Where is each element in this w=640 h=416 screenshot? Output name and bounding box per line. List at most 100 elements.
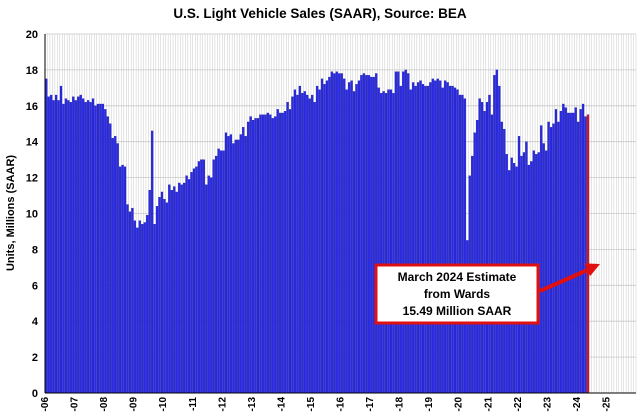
bar <box>274 116 277 394</box>
bar <box>306 94 309 394</box>
bar <box>444 80 447 394</box>
bar <box>242 127 245 394</box>
bar <box>303 91 306 394</box>
bar <box>224 132 228 394</box>
bar <box>308 98 311 394</box>
annotation-arrow <box>539 266 593 293</box>
bar <box>404 69 407 394</box>
bar <box>293 89 297 394</box>
bar <box>441 87 444 394</box>
bar <box>234 139 237 394</box>
bar <box>259 114 262 394</box>
bar <box>547 121 550 394</box>
highlight-bar <box>586 114 589 393</box>
bar <box>111 137 114 394</box>
bar <box>360 75 363 394</box>
bar <box>187 179 191 394</box>
bar <box>50 94 53 394</box>
annotation-callout: March 2024 Estimate from Wards 15.49 Mil… <box>374 263 600 325</box>
bar <box>138 220 141 394</box>
bar <box>338 73 341 394</box>
bar <box>256 118 260 394</box>
bar <box>266 112 269 394</box>
x-tick-label: -13 <box>247 397 258 412</box>
bar <box>490 114 494 394</box>
bar <box>82 98 85 394</box>
x-tick-label: -19 <box>424 397 435 412</box>
y-tick-label: 8 <box>32 244 38 256</box>
bar <box>574 107 577 394</box>
x-tick-label: -07 <box>70 397 81 412</box>
bar <box>239 134 242 394</box>
bar <box>330 71 334 394</box>
bar <box>399 85 402 394</box>
x-tick-label: -17 <box>365 397 376 412</box>
bar <box>567 112 570 394</box>
y-axis-ticks: 0 2 4 6 8 10 12 14 16 18 20 <box>26 29 39 400</box>
bar <box>146 215 149 394</box>
x-tick-label: -21 <box>483 397 494 412</box>
x-tick-label: -15 <box>306 397 317 412</box>
bar <box>52 100 55 394</box>
bar <box>493 75 496 394</box>
x-tick-label: -09 <box>129 397 140 412</box>
bar <box>69 102 72 394</box>
y-tick-label: 14 <box>26 137 39 149</box>
bar <box>426 85 430 394</box>
bar <box>340 73 343 394</box>
bar <box>180 184 183 394</box>
bar <box>286 102 289 394</box>
bar <box>453 87 457 394</box>
bar <box>276 109 279 394</box>
bar <box>247 121 250 394</box>
bar <box>370 76 373 394</box>
bar <box>350 80 353 394</box>
bar <box>579 109 582 394</box>
bar <box>264 114 267 394</box>
bar <box>136 227 139 394</box>
bar <box>123 166 127 394</box>
bar <box>163 198 166 394</box>
bar <box>141 224 144 394</box>
bar <box>133 220 137 394</box>
bar <box>150 130 154 394</box>
bar <box>554 109 558 394</box>
bar <box>121 164 124 394</box>
bar <box>325 80 329 394</box>
bar <box>57 100 60 394</box>
bar <box>296 94 299 394</box>
annotation-line-1: March 2024 Estimate <box>398 270 517 284</box>
bar <box>424 85 427 394</box>
y-tick-label: 4 <box>32 316 39 328</box>
bar <box>584 116 587 394</box>
bar <box>197 161 201 394</box>
bar <box>498 85 501 394</box>
bar <box>461 94 464 394</box>
bar <box>552 123 555 394</box>
bar <box>210 177 213 394</box>
y-tick-label: 2 <box>32 352 38 364</box>
bar <box>170 190 173 394</box>
bar <box>488 94 491 394</box>
bar <box>202 159 205 394</box>
bar <box>54 94 58 394</box>
bar <box>86 100 90 394</box>
bar <box>116 143 119 394</box>
x-tick-label: -06 <box>40 397 51 412</box>
bar <box>96 103 100 394</box>
bar <box>500 121 503 394</box>
bar <box>572 112 575 394</box>
annotation-arrow-head <box>584 263 600 277</box>
bar <box>480 102 484 394</box>
x-tick-label: -12 <box>217 397 228 412</box>
bar-series <box>45 69 590 394</box>
bar <box>59 85 63 394</box>
x-tick-label: -25 <box>601 397 612 412</box>
bar <box>540 125 543 394</box>
bar <box>291 96 294 394</box>
bar <box>74 100 77 394</box>
bar <box>205 184 208 394</box>
bar <box>77 96 80 394</box>
bar <box>362 73 366 394</box>
bar <box>173 186 176 394</box>
